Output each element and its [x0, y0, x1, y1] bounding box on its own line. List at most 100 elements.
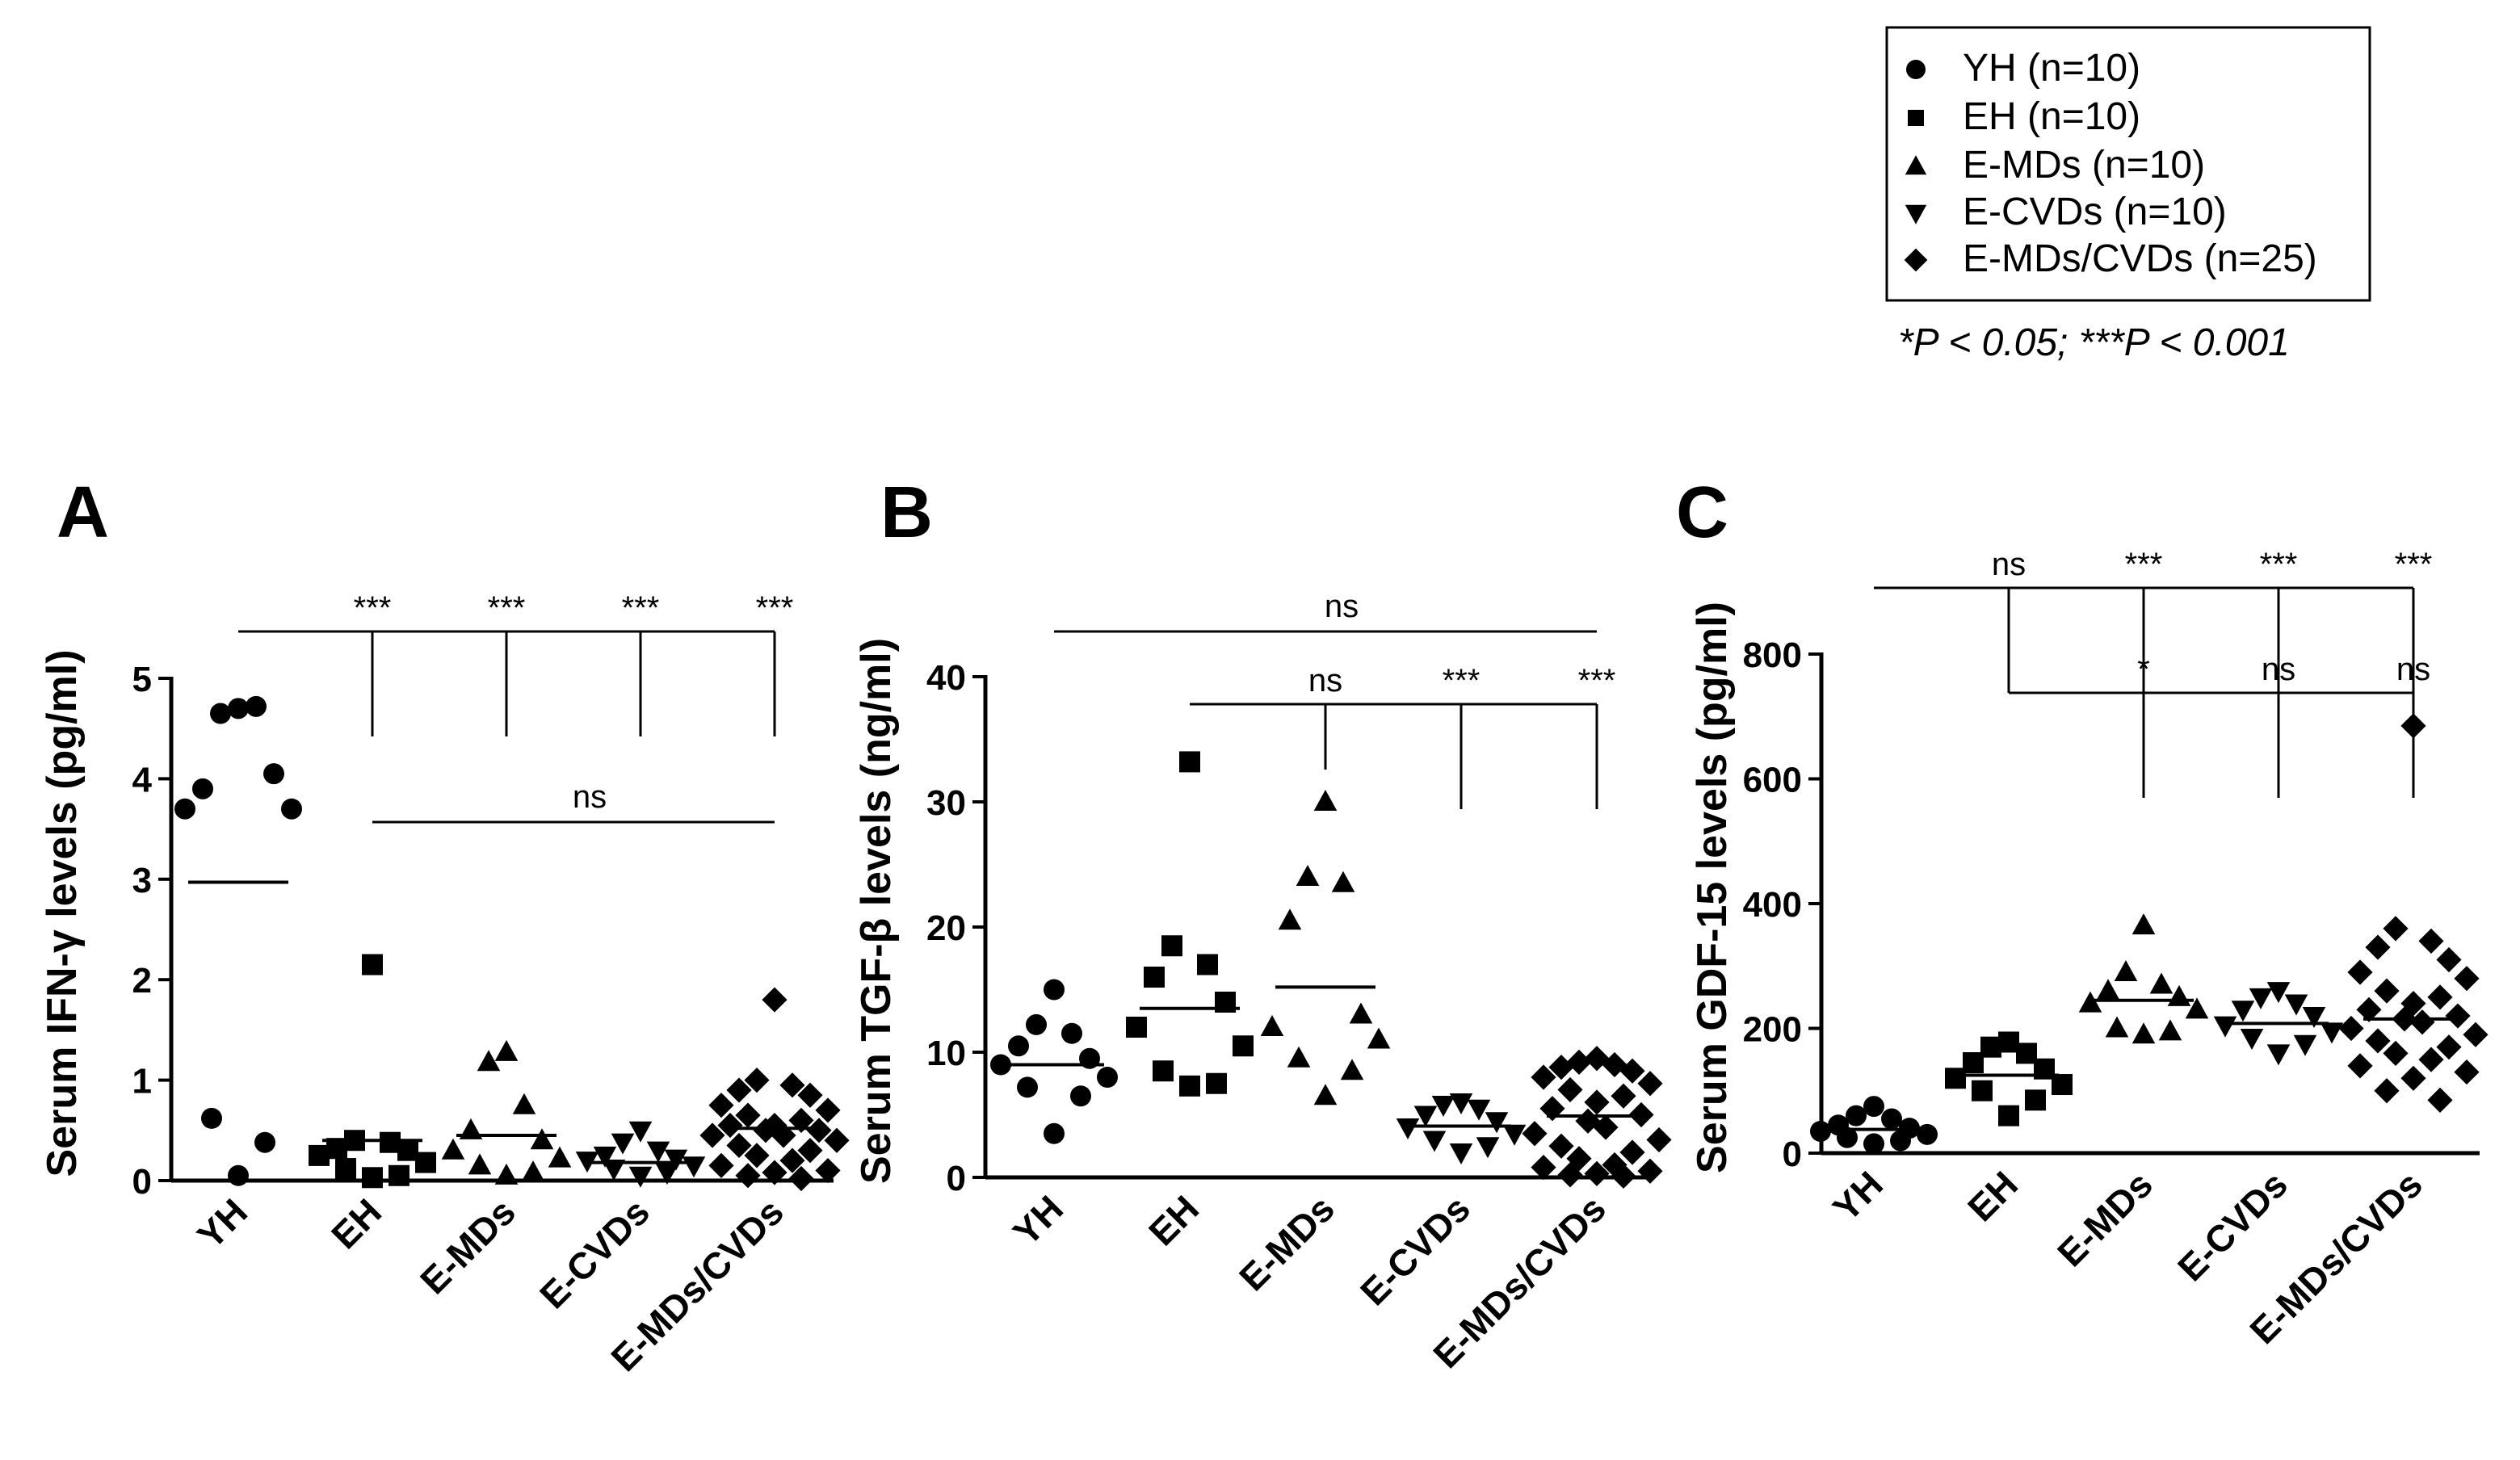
panel-b-point-square — [1206, 1072, 1227, 1094]
panel-c-point-square — [2052, 1074, 2073, 1096]
panel-a-point-triangle-down — [593, 1146, 617, 1168]
panel-b-point-triangle-down — [1449, 1093, 1473, 1114]
panel-a-point-diamond — [797, 1138, 823, 1164]
panel-c-point-diamond — [2383, 916, 2409, 942]
panel-b-point-circle — [1026, 1013, 1047, 1035]
panel-b-point-square — [1197, 954, 1218, 975]
legend-label-3: E-MDs (n=10) — [1963, 144, 2205, 187]
legend-entry-4: E-CVDs (n=10) — [1905, 191, 2227, 233]
panel-a-point-diamond — [797, 1082, 823, 1108]
panel-a-letter: A — [57, 472, 109, 553]
panel-c-point-triangle-down — [2240, 1029, 2264, 1051]
panel-c-point-triangle-up — [2132, 1022, 2156, 1044]
panel-c-point-triangle-up — [2167, 984, 2191, 1006]
panel-b-y-tick-label: 30 — [926, 783, 966, 823]
panel-b-point-circle — [1044, 1122, 1065, 1144]
panel-c-x-tick-label: EH — [1959, 1163, 2026, 1229]
panel-c-x-tick-label: E-MDs — [2049, 1163, 2161, 1274]
panel-b-point-diamond — [1619, 1058, 1645, 1084]
panel-b-x-tick-label: E-CVDs — [1352, 1187, 1478, 1313]
significance-note: *P < 0.05; ***P < 0.001 — [1898, 321, 2290, 364]
panel-b-comparison-label: ns — [1308, 663, 1342, 699]
panel-a-point-diamond — [788, 1107, 814, 1133]
panel-b-x-tick-label: YH — [1005, 1187, 1071, 1253]
panel-a-y-tick-label: 5 — [132, 660, 152, 699]
panel-c-point-triangle-up — [2114, 960, 2138, 982]
panel-c-point-triangle-down — [2266, 1044, 2291, 1066]
panel-c-point-diamond — [2436, 1034, 2462, 1060]
panel-c-point-diamond — [2436, 946, 2462, 973]
panel-a-point-circle — [281, 798, 302, 820]
panel-a-point-square — [397, 1139, 418, 1161]
panel-a-point-triangle-up — [468, 1153, 492, 1175]
panel-b-point-diamond — [1646, 1126, 1672, 1153]
panel-c-comparison-label: *** — [2125, 547, 2163, 582]
panel-a-point-diamond — [735, 1102, 761, 1128]
panel-c-point-triangle-down — [2320, 1022, 2344, 1044]
panel-c-point-diamond — [2463, 1022, 2488, 1047]
panel-c-comparison-label: ns — [2396, 652, 2430, 687]
panel-b-point-circle — [990, 1054, 1011, 1076]
panel-b-y-axis-label: Serum TGF-β levels (ng/ml) — [853, 638, 900, 1184]
legend-label-2: EH (n=10) — [1963, 95, 2140, 138]
panel-b-point-diamond — [1566, 1146, 1592, 1172]
panel-a-comparison-label: *** — [756, 590, 794, 626]
panel-c-point-triangle-up — [2078, 991, 2102, 1013]
panel-a-point-triangle-up — [521, 1160, 545, 1182]
panel-c-point-diamond — [2427, 984, 2453, 1010]
legend-triangle-up-icon — [1905, 155, 1927, 175]
panel-b-point-triangle-up — [1331, 871, 1355, 892]
panel-c-comparison-label: *** — [2260, 547, 2298, 582]
panel-c-point-diamond — [2347, 1053, 2373, 1079]
panel-c-comparison-label: ns — [1992, 547, 2026, 582]
panel-a-point-triangle-up — [512, 1093, 536, 1114]
panel-c-point-circle — [1837, 1126, 1858, 1148]
panel-b-point-square — [1126, 1017, 1147, 1038]
panel-b-point-diamond — [1602, 1051, 1628, 1078]
panel-b-point-diamond — [1637, 1071, 1663, 1097]
panel-a-comparison-label: *** — [354, 590, 392, 626]
panel-c-point-square — [1945, 1068, 1966, 1089]
panel-a-point-square — [362, 1167, 383, 1189]
legend: YH (n=10) EH (n=10) E-MDs (n=10) E-CVDs … — [1885, 26, 2371, 364]
panel-b-point-square — [1233, 1035, 1254, 1057]
panel-c-point-square — [1972, 1080, 1993, 1101]
panel-a-point-triangle-up — [530, 1128, 554, 1150]
panel-b-point-square — [1144, 967, 1165, 988]
panel-b-point-triangle-up — [1296, 865, 1320, 887]
panel-c-point-diamond — [2454, 966, 2480, 992]
panel-a-point-triangle-down — [628, 1121, 653, 1143]
panel-b-point-diamond — [1531, 1155, 1556, 1181]
panel-c-point-triangle-down — [2284, 994, 2308, 1016]
legend-label-5: E-MDs/CVDs (n=25) — [1963, 237, 2317, 280]
panel-a-point-triangle-up — [494, 1039, 519, 1061]
panel-c-point-diamond — [2427, 1087, 2453, 1113]
panel-a-point-diamond — [762, 987, 788, 1013]
panel-c-point-square — [1998, 1105, 2019, 1126]
legend-entry-1: YH (n=10) — [1906, 47, 2140, 90]
panel-a-point-triangle-down — [575, 1152, 599, 1173]
panel-b-point-diamond — [1566, 1049, 1592, 1075]
panel-c-point-triangle-down — [2302, 1007, 2326, 1028]
panel-b-y-tick-label: 20 — [926, 908, 966, 948]
panel-a-point-triangle-down — [664, 1149, 688, 1171]
legend-marker-diamond — [1904, 248, 1928, 272]
panel-a-point-triangle-up — [441, 1138, 465, 1160]
panel-b-point-diamond — [1557, 1162, 1583, 1188]
panel-a-point-square — [380, 1131, 401, 1153]
panel-a-point-diamond — [699, 1122, 725, 1148]
panel-a-point-diamond — [753, 1118, 779, 1143]
panel-a-point-circle — [228, 1164, 249, 1186]
panel-a-point-circle — [228, 698, 249, 720]
panel-b-point-triangle-down — [1396, 1118, 1420, 1139]
panel-a-y-tick-label: 4 — [132, 760, 153, 799]
panel-b-point-triangle-up — [1287, 1046, 1311, 1068]
panel-b-x-tick-label: EH — [1140, 1187, 1207, 1253]
panel-c-y-tick-label: 400 — [1743, 885, 1802, 925]
panel-a-point-diamond — [824, 1127, 850, 1153]
panel-a-point-square — [388, 1164, 410, 1186]
panel-c-point-circle — [1863, 1096, 1884, 1118]
panel-b-point-triangle-down — [1502, 1124, 1527, 1146]
panel-b-point-diamond — [1522, 1121, 1548, 1147]
panel-b-point-diamond — [1584, 1089, 1610, 1115]
